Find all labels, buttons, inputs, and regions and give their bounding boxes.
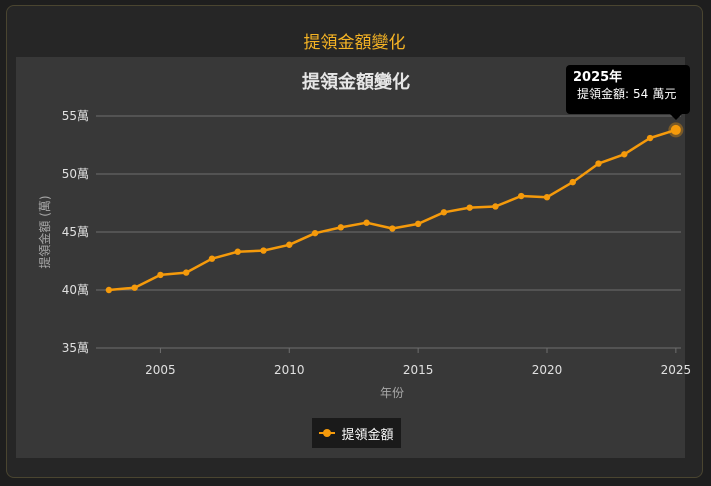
series-line	[108, 128, 677, 292]
chart-title: 提領金額變化	[302, 71, 410, 93]
x-tick-label: 2025	[661, 363, 692, 377]
data-point	[182, 269, 190, 276]
data-point	[363, 219, 370, 226]
y-tick-label: 35萬	[62, 341, 89, 355]
data-point	[260, 247, 267, 254]
data-point	[234, 248, 241, 255]
axes: 35萬 40萬 45萬 50萬 55萬 2005 2010 2015 2020 2025	[62, 109, 691, 377]
chart-legend[interactable]: 提領金額	[312, 418, 401, 448]
x-axis-label: 年份	[380, 386, 404, 400]
data-point	[337, 224, 345, 231]
data-point	[492, 203, 499, 210]
data-point	[311, 229, 319, 237]
data-point	[414, 220, 422, 228]
data-point	[208, 255, 216, 262]
y-tick-label: 50萬	[62, 167, 89, 181]
tooltip-label: 提領金額:	[577, 87, 630, 101]
chart-panel	[16, 57, 685, 458]
data-point	[543, 194, 551, 201]
x-tick-label: 2020	[532, 363, 563, 377]
data-point	[595, 160, 602, 167]
data-point	[569, 178, 576, 186]
x-tick-label: 2005	[145, 363, 176, 377]
data-point	[105, 286, 113, 294]
data-point	[518, 192, 525, 200]
y-tick-label: 45萬	[62, 225, 89, 239]
data-point	[466, 204, 473, 211]
tooltip-line: 提領金額: 54 萬元	[573, 86, 683, 102]
data-point	[286, 241, 293, 248]
data-point	[157, 271, 164, 279]
series-points	[105, 122, 684, 294]
x-tick-label: 2015	[403, 363, 434, 377]
data-point	[621, 151, 628, 158]
tooltip-year: 2025年	[573, 70, 623, 85]
legend-label: 提領金額	[341, 427, 394, 443]
tooltip-unit: 萬元	[652, 87, 677, 101]
card-title: 提領金額變化	[303, 33, 406, 53]
tooltip-value: 54	[633, 87, 649, 101]
data-point	[646, 134, 654, 142]
grid-lines	[96, 115, 681, 349]
data-point	[440, 209, 448, 216]
series-line-layer	[108, 128, 677, 292]
data-point	[131, 284, 138, 291]
data-point	[670, 124, 681, 135]
legend-line-marker-icon	[319, 428, 336, 438]
data-tooltip: 2025年 提領金額: 54 萬元	[566, 65, 690, 120]
x-tick-label: 2010	[274, 363, 305, 377]
y-axis-label: 提領金額 (萬)	[37, 195, 52, 268]
data-point	[389, 225, 396, 232]
y-tick-label: 55萬	[62, 109, 89, 123]
y-tick-label: 40萬	[62, 283, 89, 297]
